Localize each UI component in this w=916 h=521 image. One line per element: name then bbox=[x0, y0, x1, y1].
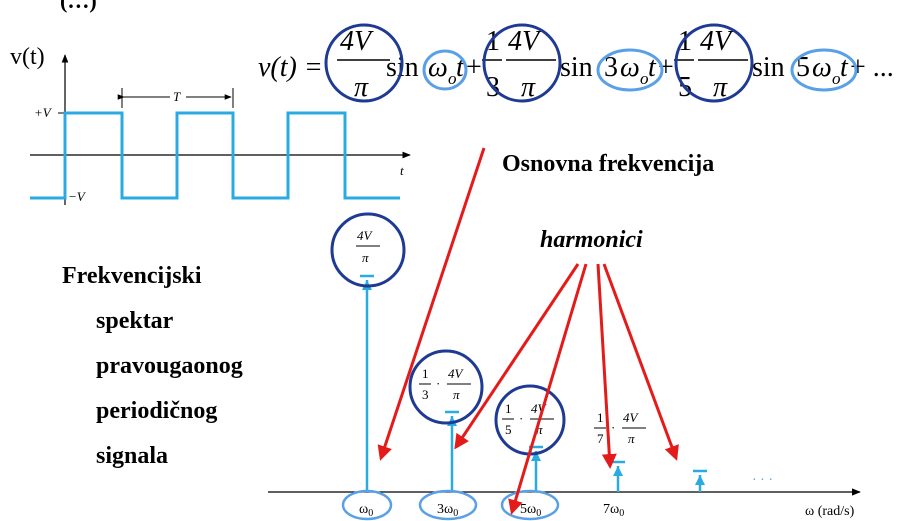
arrow-harmonic-3 bbox=[454, 263, 580, 450]
tick-3w0-circle bbox=[418, 489, 478, 521]
term3-sin: sin bbox=[752, 52, 785, 83]
tick-5w0: 5ω0 bbox=[520, 502, 541, 519]
term3-arg-sub: o bbox=[832, 69, 841, 88]
tick-3w0: 3ω0 bbox=[437, 502, 458, 519]
fundamental-label: Osnovna frekvencija bbox=[502, 151, 714, 177]
caption-line-1: Frekvencijski bbox=[62, 263, 202, 289]
caption-line-2: spektar bbox=[96, 308, 174, 334]
amp7-dot: · bbox=[611, 420, 615, 435]
amp7-num: 4V bbox=[623, 410, 640, 425]
annotation-arrows bbox=[377, 147, 679, 515]
amp3-den: π bbox=[453, 387, 460, 402]
plus-v-label: +V bbox=[34, 105, 53, 120]
term3-denominator: π bbox=[713, 72, 728, 103]
tick-7w0: 7ω0 bbox=[603, 502, 624, 519]
amp3-num: 4V bbox=[448, 366, 465, 381]
term2-amplitude-circle bbox=[482, 23, 562, 103]
amp7-coef-num: 1 bbox=[597, 410, 604, 425]
term2-frequency-circle bbox=[596, 48, 664, 92]
caption-block: Frekvencijski spektar pravougaonog perio… bbox=[62, 263, 243, 469]
caption-line-4: periodičnog bbox=[96, 398, 217, 424]
term2-denominator: π bbox=[521, 72, 536, 103]
term3-arg-k: 5 bbox=[796, 52, 810, 83]
amp3-dot: · bbox=[436, 376, 440, 391]
waveform-ylabel: v(t) bbox=[10, 44, 45, 70]
period-label: T bbox=[173, 89, 181, 104]
arrow-harmonic-5 bbox=[508, 263, 588, 515]
minus-v-label: −V bbox=[68, 189, 87, 204]
term3-arg-omega: ω bbox=[812, 52, 832, 83]
term2-numerator: 4V bbox=[508, 26, 542, 57]
term2-arg-omega: ω bbox=[620, 52, 640, 83]
term2-sin: sin bbox=[560, 52, 593, 83]
term1-denominator: π bbox=[354, 72, 369, 103]
square-wave-trace bbox=[30, 111, 400, 200]
amp1-den: π bbox=[362, 250, 369, 265]
amp5-coef-den: 5 bbox=[505, 422, 512, 437]
term2-arg-sub: o bbox=[640, 69, 649, 88]
spectral-line-9-head bbox=[695, 475, 705, 485]
amp1-circle bbox=[330, 212, 406, 288]
term3-amplitude-circle bbox=[674, 23, 754, 103]
frequency-axis-label: ω (rad/s) bbox=[805, 504, 855, 519]
term1-arg-omega: ω bbox=[428, 52, 448, 83]
caption-line-5: signala bbox=[96, 443, 168, 469]
time-axis-label: t bbox=[400, 163, 404, 178]
spectrum-plot: ω (rad/s) · · · ω0 3ω0 5ω0 7ω0 bbox=[268, 212, 861, 521]
amp3-coef-num: 1 bbox=[422, 366, 429, 381]
amp5-den: π bbox=[536, 422, 543, 437]
tick-w0: ω0 bbox=[359, 502, 373, 519]
amp7-coef-den: 7 bbox=[597, 431, 604, 446]
equation-lhs: v(t) = bbox=[258, 52, 323, 83]
term1-amplitude-circle bbox=[324, 23, 404, 103]
amp5-dot: · bbox=[519, 411, 523, 426]
arrow-harmonic-9 bbox=[602, 263, 679, 461]
caption-line-3: pravougaonog bbox=[96, 353, 243, 379]
fourier-series-equation: v(t) = 4V π sin ω o t + 1 3 4V π sin 3 ω… bbox=[258, 23, 894, 103]
amp3-coef-den: 3 bbox=[422, 387, 429, 402]
term1-arg-t: t bbox=[456, 52, 465, 83]
amp3-circle bbox=[408, 349, 484, 425]
term3-arg-t: t bbox=[840, 52, 849, 83]
term3-coef-num: 1 bbox=[678, 26, 692, 57]
spectrum-ellipsis: · · · bbox=[752, 473, 773, 488]
tick-w0-circle bbox=[341, 489, 393, 521]
arrow-fundamental bbox=[377, 147, 486, 461]
amp1-num: 4V bbox=[357, 228, 374, 243]
term1-frequency-circle bbox=[422, 49, 468, 91]
title-fragment: (…) bbox=[60, 0, 97, 13]
amp5-coef-num: 1 bbox=[505, 401, 512, 416]
amp5-circle bbox=[494, 384, 566, 456]
term2-arg-k: 3 bbox=[604, 52, 618, 83]
term3-frequency-circle bbox=[790, 48, 858, 92]
plus-1: + bbox=[466, 52, 482, 83]
spectral-line-5-head bbox=[531, 451, 541, 461]
tick-5w0-circle bbox=[500, 489, 560, 521]
term2-coef-num: 1 bbox=[486, 26, 500, 57]
harmonics-label: harmonici bbox=[540, 227, 643, 253]
term3-numerator: 4V bbox=[700, 26, 734, 57]
term1-arg-sub: o bbox=[448, 69, 457, 88]
amp7-den: π bbox=[628, 431, 635, 446]
arrow-harmonic-7 bbox=[596, 263, 617, 469]
term2-arg-t: t bbox=[648, 52, 657, 83]
spectral-line-7-head bbox=[613, 466, 623, 476]
square-wave-plot: v(t) t +V −V T bbox=[10, 44, 411, 205]
